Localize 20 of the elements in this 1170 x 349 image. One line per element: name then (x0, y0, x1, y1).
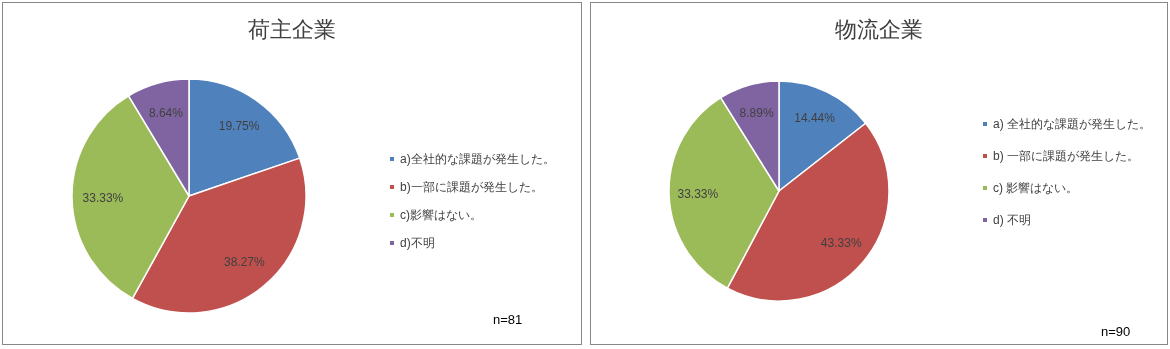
legend-label: d) 不明 (993, 213, 1032, 227)
data-label: 19.75% (218, 118, 260, 133)
legend-label: d)不明 (400, 236, 435, 250)
legend-label: a) 全社的な課題が発生した。 (993, 117, 1152, 131)
data-label: 33.33% (677, 186, 719, 201)
data-label: 8.89% (739, 105, 774, 120)
legend-label: a)全社的な課題が発生した。 (400, 152, 555, 166)
data-label: 14.44% (794, 111, 836, 126)
legend-label: c) 影響はない。 (993, 181, 1079, 195)
data-label: 43.33% (820, 236, 862, 251)
text: n=81 (493, 312, 523, 327)
data-label: 38.27% (223, 254, 266, 269)
legend-label: b) 一部に課題が発生した。 (993, 149, 1140, 163)
chart-title: 荷主企業 (248, 16, 336, 42)
data-label: 33.33% (82, 190, 124, 205)
text: n=90 (1101, 324, 1131, 339)
chart-title: 物流企業 (835, 16, 923, 42)
data-label: 8.64% (148, 106, 184, 121)
legend-label: c)影響はない。 (400, 208, 482, 222)
legend-label: b)一部に課題が発生した。 (400, 180, 543, 194)
